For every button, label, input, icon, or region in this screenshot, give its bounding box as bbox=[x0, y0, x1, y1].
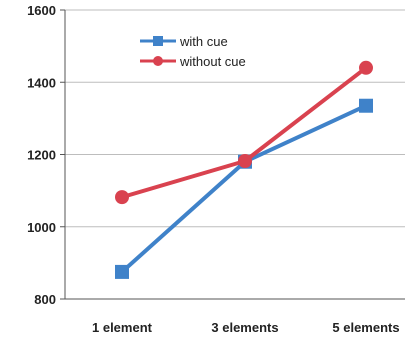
data-point-circle bbox=[115, 190, 129, 205]
y-tick-label: 1600 bbox=[27, 3, 56, 18]
legend-label: with cue bbox=[179, 34, 228, 49]
legend-marker-square bbox=[153, 36, 163, 46]
legend-marker-circle bbox=[153, 56, 163, 66]
data-point-square bbox=[359, 98, 373, 113]
y-tick-label: 1400 bbox=[27, 75, 56, 90]
axes bbox=[60, 9, 405, 300]
x-tick-label: 5 elements bbox=[332, 320, 399, 335]
series-layer bbox=[115, 60, 373, 279]
data-point-circle bbox=[359, 60, 373, 75]
data-point-circle bbox=[238, 154, 252, 169]
series-without-cue bbox=[115, 60, 373, 205]
y-tick-label: 1000 bbox=[27, 220, 56, 235]
legend: with cue without cue bbox=[140, 34, 246, 69]
y-axis-tick-labels: 800 1000 1200 1400 1600 bbox=[27, 3, 56, 307]
y-tick-label: 800 bbox=[34, 292, 56, 307]
x-tick-label: 3 elements bbox=[211, 320, 278, 335]
x-axis-tick-labels: 1 element 3 elements 5 elements bbox=[92, 320, 400, 335]
x-tick-label: 1 element bbox=[92, 320, 153, 335]
legend-label: without cue bbox=[179, 54, 246, 69]
y-tick-label: 1200 bbox=[27, 148, 56, 163]
data-point-square bbox=[115, 264, 129, 279]
